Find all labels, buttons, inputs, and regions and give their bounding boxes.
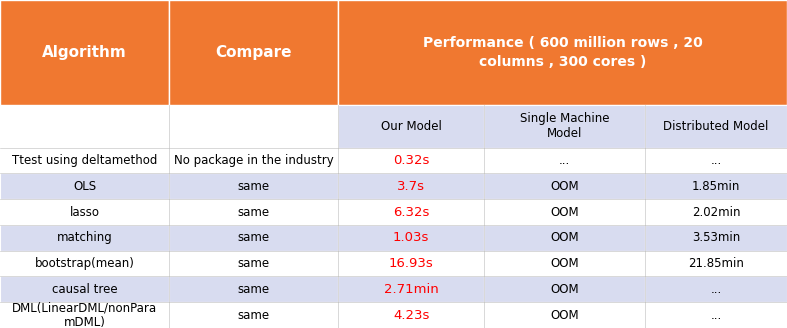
Text: 1.85min: 1.85min — [692, 180, 741, 193]
Text: 2.71min: 2.71min — [384, 283, 438, 296]
Bar — [169, 302, 338, 328]
Bar — [0, 174, 169, 199]
Text: OOM: OOM — [550, 206, 579, 218]
Bar — [169, 148, 338, 174]
Text: lasso: lasso — [69, 206, 100, 218]
Bar — [169, 199, 338, 225]
Bar — [0, 251, 169, 277]
Text: bootstrap(mean): bootstrap(mean) — [35, 257, 135, 270]
Text: 6.32s: 6.32s — [393, 206, 430, 218]
Bar — [169, 174, 338, 199]
Text: Single Machine
Model: Single Machine Model — [520, 112, 609, 140]
Bar — [645, 302, 787, 328]
Text: ...: ... — [559, 154, 571, 167]
Bar — [0, 302, 169, 328]
Text: same: same — [238, 180, 270, 193]
Text: same: same — [238, 257, 270, 270]
Bar — [645, 174, 787, 199]
Bar — [645, 199, 787, 225]
Text: 2.02min: 2.02min — [692, 206, 741, 218]
Text: OOM: OOM — [550, 257, 579, 270]
Text: 3.53min: 3.53min — [692, 231, 741, 244]
Text: causal tree: causal tree — [52, 283, 117, 296]
Bar — [645, 277, 787, 302]
Text: 21.85min: 21.85min — [689, 257, 744, 270]
Text: No package in the industry: No package in the industry — [174, 154, 334, 167]
Bar — [484, 199, 645, 225]
Bar — [338, 251, 484, 277]
Text: Distributed Model: Distributed Model — [663, 120, 769, 133]
Text: 1.03s: 1.03s — [393, 231, 430, 244]
Text: OLS: OLS — [73, 180, 96, 193]
Bar — [169, 0, 338, 105]
Text: DML(LinearDML/nonPara
mDML): DML(LinearDML/nonPara mDML) — [12, 301, 157, 328]
Bar — [338, 225, 484, 251]
Bar — [169, 225, 338, 251]
Text: Ttest using deltamethod: Ttest using deltamethod — [12, 154, 157, 167]
Bar — [484, 251, 645, 277]
Bar — [645, 251, 787, 277]
Bar — [169, 277, 338, 302]
Bar — [484, 148, 645, 174]
Bar — [338, 105, 484, 148]
Text: Our Model: Our Model — [381, 120, 442, 133]
Bar — [338, 174, 484, 199]
Bar — [0, 199, 169, 225]
Bar — [645, 105, 787, 148]
Bar — [0, 148, 169, 174]
Bar — [0, 277, 169, 302]
Text: OOM: OOM — [550, 309, 579, 322]
Bar — [0, 105, 169, 148]
Bar — [484, 302, 645, 328]
Bar — [645, 148, 787, 174]
Text: ...: ... — [711, 154, 722, 167]
Text: ...: ... — [711, 283, 722, 296]
Text: 4.23s: 4.23s — [393, 309, 430, 322]
Text: same: same — [238, 231, 270, 244]
Bar — [338, 302, 484, 328]
Bar — [484, 225, 645, 251]
Bar — [169, 105, 338, 148]
Text: Algorithm: Algorithm — [42, 45, 127, 60]
Text: Compare: Compare — [216, 45, 292, 60]
Bar — [169, 251, 338, 277]
Bar — [338, 0, 787, 105]
Bar — [338, 148, 484, 174]
Text: 3.7s: 3.7s — [397, 180, 425, 193]
Text: 16.93s: 16.93s — [389, 257, 434, 270]
Text: same: same — [238, 309, 270, 322]
Text: matching: matching — [57, 231, 113, 244]
Bar — [0, 0, 169, 105]
Text: OOM: OOM — [550, 231, 579, 244]
Text: same: same — [238, 283, 270, 296]
Bar — [338, 277, 484, 302]
Bar — [338, 199, 484, 225]
Bar — [0, 225, 169, 251]
Bar — [484, 174, 645, 199]
Bar — [484, 105, 645, 148]
Text: OOM: OOM — [550, 283, 579, 296]
Bar — [484, 277, 645, 302]
Text: 0.32s: 0.32s — [393, 154, 430, 167]
Bar — [645, 225, 787, 251]
Text: OOM: OOM — [550, 180, 579, 193]
Text: same: same — [238, 206, 270, 218]
Text: Performance ( 600 million rows , 20
columns , 300 cores ): Performance ( 600 million rows , 20 colu… — [423, 36, 703, 69]
Text: ...: ... — [711, 309, 722, 322]
